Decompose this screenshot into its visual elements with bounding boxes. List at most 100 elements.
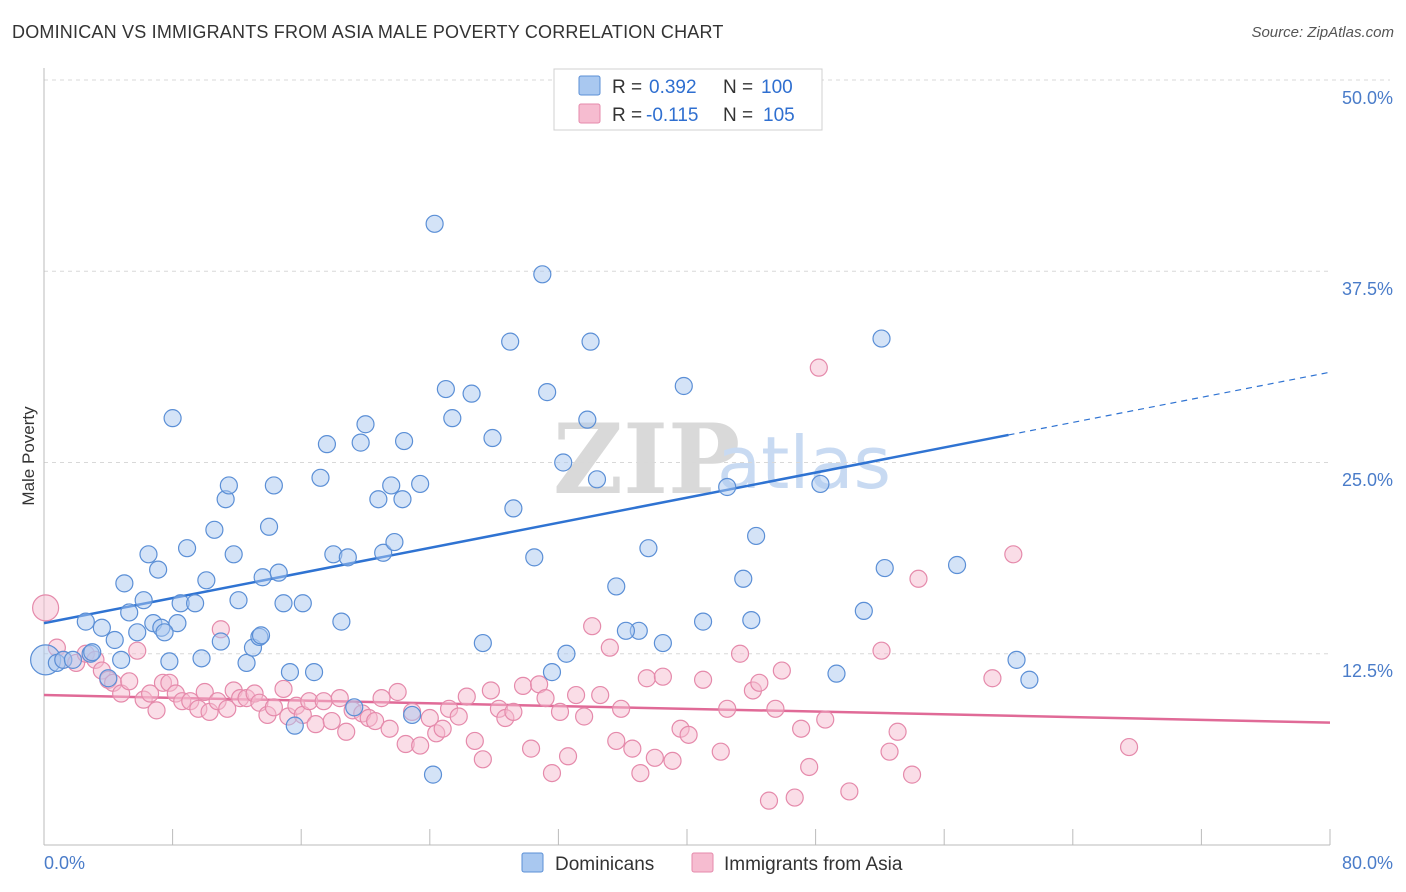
point-dominicans bbox=[274, 594, 293, 613]
point-dominicans bbox=[581, 332, 600, 351]
point-dominicans bbox=[99, 669, 118, 688]
legend-n-label-dominicans: N = bbox=[723, 77, 753, 98]
point-immigrants-from-asia bbox=[306, 715, 325, 734]
point-immigrants-from-asia bbox=[637, 669, 656, 688]
point-dominicans bbox=[811, 474, 830, 494]
point-dominicans bbox=[653, 633, 672, 653]
point-dominicans bbox=[462, 384, 481, 403]
point-dominicans bbox=[345, 698, 364, 717]
point-dominicans bbox=[554, 453, 573, 472]
point-dominicans bbox=[356, 415, 375, 434]
legend-r-label-immigrants: R = bbox=[612, 105, 642, 126]
point-dominicans bbox=[205, 520, 224, 539]
point-immigrants-from-asia bbox=[433, 719, 452, 738]
point-immigrants-from-asia bbox=[888, 722, 907, 741]
point-immigrants-from-asia bbox=[314, 692, 333, 711]
point-dominicans bbox=[83, 643, 102, 662]
point-immigrants-from-asia bbox=[575, 707, 594, 726]
legend-swatch-immigrants-from-asia bbox=[578, 103, 601, 124]
bottom-legend-swatch-immigrants bbox=[691, 852, 714, 873]
point-immigrants-from-asia bbox=[32, 594, 60, 622]
point-immigrants-from-asia bbox=[264, 698, 283, 717]
point-immigrants-from-asia bbox=[607, 731, 626, 751]
point-dominicans bbox=[317, 435, 337, 454]
point-dominicans bbox=[224, 545, 243, 564]
point-immigrants-from-asia bbox=[730, 644, 750, 663]
point-immigrants-from-asia bbox=[542, 763, 562, 783]
point-dominicans bbox=[369, 490, 388, 509]
legend: R = 0.392 N = 100 R = -0.115 N = 105 bbox=[553, 68, 823, 131]
point-dominicans bbox=[382, 476, 401, 495]
legend-n-label-immigrants: N = bbox=[723, 105, 753, 126]
point-dominicans bbox=[607, 577, 626, 596]
point-immigrants-from-asia bbox=[902, 765, 922, 784]
grid-lines bbox=[44, 79, 1390, 655]
point-dominicans bbox=[139, 545, 158, 564]
point-dominicans bbox=[423, 765, 443, 784]
point-dominicans bbox=[533, 265, 552, 284]
point-immigrants-from-asia bbox=[536, 689, 555, 708]
point-dominicans bbox=[525, 548, 544, 567]
point-immigrants-from-asia bbox=[465, 731, 484, 751]
point-dominicans bbox=[616, 621, 636, 640]
point-dominicans bbox=[947, 555, 967, 575]
point-dominicans bbox=[557, 644, 576, 663]
point-immigrants-from-asia bbox=[880, 742, 899, 761]
point-immigrants-from-asia bbox=[337, 722, 356, 741]
point-immigrants-from-asia bbox=[718, 699, 737, 718]
y-tick-label-50: 50.0% bbox=[1342, 88, 1393, 108]
legend-r-value-dominicans: 0.392 bbox=[649, 77, 697, 98]
watermark: ZIP atlas bbox=[553, 403, 891, 516]
point-immigrants-from-asia bbox=[411, 736, 430, 755]
point-dominicans bbox=[854, 601, 873, 621]
point-immigrants-from-asia bbox=[909, 569, 928, 588]
point-dominicans bbox=[177, 539, 197, 558]
x-tick-label-max: 80.0% bbox=[1342, 853, 1393, 873]
point-dominicans bbox=[538, 383, 557, 402]
point-dominicans bbox=[747, 526, 766, 546]
point-dominicans bbox=[186, 594, 205, 613]
point-immigrants-from-asia bbox=[623, 739, 642, 758]
point-immigrants-from-asia bbox=[693, 670, 713, 689]
point-dominicans bbox=[112, 650, 131, 669]
y-tick-label-25: 25.0% bbox=[1342, 470, 1393, 490]
point-immigrants-from-asia bbox=[983, 669, 1002, 688]
point-immigrants-from-asia bbox=[759, 791, 779, 810]
point-immigrants-from-asia bbox=[653, 667, 672, 686]
point-immigrants-from-asia bbox=[521, 739, 541, 758]
point-dominicans bbox=[734, 569, 753, 588]
point-dominicans bbox=[473, 633, 492, 653]
point-immigrants-from-asia bbox=[785, 788, 804, 807]
point-immigrants-from-asia bbox=[611, 699, 631, 718]
point-dominicans bbox=[718, 477, 737, 497]
bottom-legend-label-immigrants: Immigrants from Asia bbox=[724, 854, 903, 875]
axes bbox=[43, 68, 1331, 846]
chart-source: Source: ZipAtlas.com bbox=[1251, 24, 1394, 41]
bottom-legend: Dominicans Immigrants from Asia bbox=[521, 852, 903, 875]
point-dominicans bbox=[251, 626, 271, 645]
point-dominicans bbox=[192, 649, 211, 668]
point-dominicans bbox=[149, 560, 168, 579]
point-immigrants-from-asia bbox=[120, 672, 139, 691]
x-tick-label-min: 0.0% bbox=[44, 853, 85, 873]
point-immigrants-from-asia bbox=[872, 641, 891, 660]
y-axis-label: Male Poverty bbox=[19, 406, 38, 506]
point-immigrants-from-asia bbox=[322, 711, 341, 731]
point-dominicans bbox=[351, 433, 370, 452]
point-immigrants-from-asia bbox=[792, 719, 811, 738]
point-dominicans bbox=[311, 468, 330, 487]
point-dominicans bbox=[259, 517, 279, 536]
point-immigrants-from-asia bbox=[583, 617, 602, 636]
legend-n-value-dominicans: 100 bbox=[761, 77, 793, 98]
point-immigrants-from-asia bbox=[600, 638, 619, 657]
point-immigrants-from-asia bbox=[766, 699, 785, 718]
point-dominicans bbox=[394, 431, 414, 451]
point-dominicans bbox=[163, 409, 182, 428]
point-dominicans bbox=[338, 548, 357, 567]
point-dominicans bbox=[501, 332, 520, 351]
point-immigrants-from-asia bbox=[711, 742, 730, 761]
point-dominicans bbox=[332, 612, 351, 631]
point-dominicans bbox=[211, 632, 230, 651]
point-immigrants-from-asia bbox=[631, 763, 650, 783]
